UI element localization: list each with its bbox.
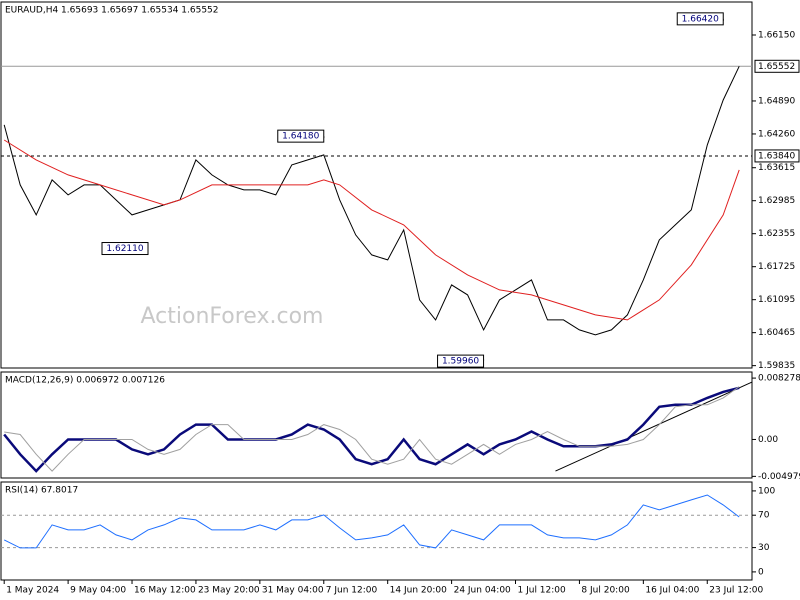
series-line: [3, 494, 740, 549]
y-tick-label: 0.008278: [758, 374, 800, 384]
x-tick-label: 23 May 20:00: [198, 586, 260, 596]
y-tick-label: 1.64260: [758, 129, 795, 139]
annotation-label: 1.64180: [282, 132, 319, 142]
annotation-label: 1.62110: [106, 244, 143, 254]
y-tick-label: 1.63615: [758, 163, 795, 173]
y-tick-label: 30: [758, 543, 770, 553]
annotation-box: [277, 129, 325, 143]
x-tick-label: 16 May 12:00: [134, 586, 196, 596]
y-tick-label: 1.66150: [758, 30, 795, 40]
y-tick-label: 1.60465: [758, 328, 795, 338]
y-tick-label: 0: [758, 567, 764, 577]
price-label: 1.65552: [758, 62, 795, 72]
annotation-label: 1.59960: [442, 357, 479, 367]
x-tick-label: 31 May 04:00: [262, 586, 324, 596]
x-tick-label: 9 May 04:00: [70, 586, 126, 596]
annotation-label: 1.66420: [682, 14, 719, 24]
price-label-box: [754, 149, 800, 163]
y-tick-label: 0.00: [758, 435, 778, 445]
y-tick-label: 1.61725: [758, 262, 795, 272]
x-tick-label: 1 Jul 12:00: [518, 586, 567, 596]
y-tick-label: 100: [758, 486, 775, 496]
series-line: [3, 66, 740, 336]
y-tick-label: 1.62985: [758, 196, 795, 206]
trendline: [555, 381, 753, 472]
price-label: 1.63840: [758, 151, 795, 161]
series-line: [3, 139, 740, 321]
panel-title: EURAUD,H4 1.65693 1.65697 1.65534 1.6555…: [5, 6, 219, 16]
annotation-box: [101, 242, 149, 256]
x-tick-label: 24 Jun 04:00: [454, 586, 511, 596]
y-tick-label: 1.61095: [758, 295, 795, 305]
panel-frame: [0, 371, 753, 479]
panel-frame: [0, 1, 753, 369]
annotation-box: [676, 12, 724, 26]
y-tick-label: 70: [758, 511, 770, 521]
series-line: [4, 386, 740, 472]
panel-title: RSI(14) 67.8017: [5, 486, 78, 496]
panel-frame: [0, 481, 753, 581]
watermark: ActionForex.com: [141, 304, 324, 329]
y-tick-label: -0.004979: [758, 472, 800, 482]
x-tick-label: 8 Jul 20:00: [581, 586, 630, 596]
x-tick-label: 16 Jul 04:00: [645, 586, 699, 596]
x-tick-label: 23 Jul 12:00: [709, 586, 763, 596]
price-label-box: [754, 59, 800, 73]
panel-title: MACD(12,26,9) 0.006972 0.007126: [5, 376, 165, 386]
series-line: [3, 386, 740, 473]
y-tick-label: 1.64890: [758, 96, 795, 106]
annotation-box: [437, 354, 485, 368]
x-tick-label: 14 Jun 20:00: [390, 586, 447, 596]
x-tick-label: 1 May 2024: [6, 586, 59, 596]
y-tick-label: 1.62355: [758, 229, 795, 239]
y-tick-label: 1.59835: [758, 361, 795, 371]
x-tick-label: 7 Jun 12:00: [326, 586, 378, 596]
